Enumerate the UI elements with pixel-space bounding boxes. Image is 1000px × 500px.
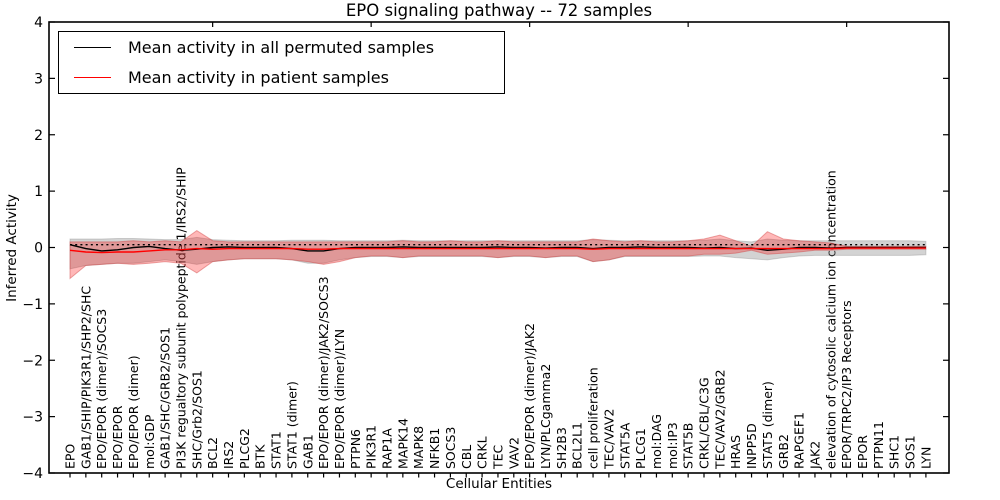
y-axis-label: Inferred Activity bbox=[4, 194, 20, 302]
svg-text:mol:IP3: mol:IP3 bbox=[665, 422, 680, 469]
svg-text:−1: −1 bbox=[22, 297, 43, 313]
svg-text:GAB1/SHC/GRB2/SOS1: GAB1/SHC/GRB2/SOS1 bbox=[158, 327, 173, 469]
svg-text:NFKB1: NFKB1 bbox=[427, 428, 442, 469]
svg-text:STAT5 (dimer): STAT5 (dimer) bbox=[760, 381, 775, 469]
svg-text:STAT5A: STAT5A bbox=[617, 422, 632, 469]
svg-text:LYN: LYN bbox=[918, 447, 933, 469]
svg-text:EPO/EPOR (dimer)/SOCS3: EPO/EPOR (dimer)/SOCS3 bbox=[94, 309, 109, 469]
svg-text:EPO/EPOR (dimer)/LYN: EPO/EPOR (dimer)/LYN bbox=[332, 329, 347, 469]
svg-text:mol:GDP: mol:GDP bbox=[142, 414, 157, 469]
svg-text:RAP1A: RAP1A bbox=[380, 428, 395, 469]
svg-text:TEC: TEC bbox=[490, 444, 505, 470]
svg-text:SHC/Grb2/SOS1: SHC/Grb2/SOS1 bbox=[189, 370, 204, 469]
svg-text:mol:DAG: mol:DAG bbox=[649, 414, 664, 469]
svg-text:SHC1: SHC1 bbox=[887, 435, 902, 469]
svg-text:GRB2: GRB2 bbox=[776, 434, 791, 469]
svg-text:GAB1/SHIP/PIK3R1/SHP2/SHC: GAB1/SHIP/PIK3R1/SHP2/SHC bbox=[78, 286, 93, 469]
svg-text:STAT5B: STAT5B bbox=[681, 423, 696, 469]
svg-text:SH2B3: SH2B3 bbox=[554, 427, 569, 469]
plot-border bbox=[48, 21, 950, 474]
svg-text:TEC/VAV2: TEC/VAV2 bbox=[601, 409, 616, 470]
x-axis-label: Cellular Entities bbox=[445, 476, 553, 492]
svg-text:−2: −2 bbox=[22, 353, 43, 369]
svg-text:−3: −3 bbox=[22, 410, 43, 426]
svg-text:IRS2: IRS2 bbox=[221, 441, 236, 469]
svg-text:MAPK8: MAPK8 bbox=[411, 426, 426, 469]
svg-text:BCL2: BCL2 bbox=[205, 437, 220, 469]
legend-line-permuted-icon bbox=[74, 47, 111, 49]
svg-text:JAK2: JAK2 bbox=[807, 441, 822, 470]
svg-text:BCL2L1: BCL2L1 bbox=[570, 422, 585, 469]
patient-mean-line bbox=[69, 247, 926, 254]
svg-text:CRKL: CRKL bbox=[475, 436, 490, 469]
svg-text:LYN/PLCgamma2: LYN/PLCgamma2 bbox=[538, 364, 553, 469]
svg-text:GAB1: GAB1 bbox=[300, 434, 315, 469]
entity-labels: EPO GAB1/SHIP/PIK3R1/SHP2/SHC EPO/EPOR (di… bbox=[63, 167, 934, 470]
svg-text:CBL: CBL bbox=[459, 445, 474, 469]
svg-text:EPO: EPO bbox=[63, 444, 78, 469]
legend-line-patient-icon bbox=[74, 76, 111, 78]
svg-text:1: 1 bbox=[34, 184, 43, 200]
svg-text:CRKL/CBL/C3G: CRKL/CBL/C3G bbox=[697, 377, 712, 469]
y-tick-labels: 4 3 2 1 0 −1 −2 −3 −4 bbox=[22, 15, 43, 482]
svg-text:PTPN11: PTPN11 bbox=[871, 421, 886, 469]
svg-text:RAPGEF1: RAPGEF1 bbox=[792, 412, 807, 469]
svg-text:EPO/EPOR (dimer): EPO/EPOR (dimer) bbox=[126, 355, 141, 469]
svg-text:elevation of cytosolic calcium: elevation of cytosolic calcium ion conce… bbox=[823, 170, 838, 469]
svg-text:EPO/EPOR (dimer)/JAK2: EPO/EPOR (dimer)/JAK2 bbox=[522, 323, 537, 469]
svg-text:SOCS3: SOCS3 bbox=[443, 427, 458, 469]
svg-text:−4: −4 bbox=[22, 466, 43, 482]
svg-text:2: 2 bbox=[34, 128, 43, 144]
legend-item-patient: Mean activity in patient samples bbox=[59, 63, 504, 91]
svg-text:PTPN6: PTPN6 bbox=[348, 429, 363, 469]
legend-item-permuted: Mean activity in all permuted samples bbox=[59, 34, 504, 62]
svg-text:PI3K regualtory subunit polype: PI3K regualtory subunit polypeptide 1/IR… bbox=[173, 167, 188, 469]
svg-text:TEC/VAV2/GRB2: TEC/VAV2/GRB2 bbox=[712, 369, 727, 470]
svg-text:VAV2: VAV2 bbox=[506, 437, 521, 469]
chart-title: EPO signaling pathway -- 72 samples bbox=[345, 1, 653, 20]
svg-text:EPOR: EPOR bbox=[855, 435, 870, 469]
svg-text:0: 0 bbox=[34, 241, 43, 257]
patient-band bbox=[69, 229, 927, 280]
svg-text:EPOR/TRPC2/IP3 Receptors: EPOR/TRPC2/IP3 Receptors bbox=[839, 300, 854, 469]
svg-text:PLCG2: PLCG2 bbox=[237, 428, 252, 469]
svg-text:BTK: BTK bbox=[253, 444, 268, 469]
svg-text:3: 3 bbox=[34, 71, 43, 87]
legend-label-patient: Mean activity in patient samples bbox=[128, 67, 389, 87]
legend-label-permuted: Mean activity in all permuted samples bbox=[128, 38, 435, 58]
svg-text:EPO/EPOR: EPO/EPOR bbox=[110, 405, 125, 469]
svg-text:STAT1 (dimer): STAT1 (dimer) bbox=[284, 381, 299, 469]
svg-text:cell proliferation: cell proliferation bbox=[586, 367, 601, 469]
svg-text:INPP5D: INPP5D bbox=[744, 423, 759, 469]
svg-text:MAPK14: MAPK14 bbox=[395, 418, 410, 469]
svg-text:PLCG1: PLCG1 bbox=[633, 428, 648, 469]
svg-text:PIK3R1: PIK3R1 bbox=[364, 425, 379, 469]
svg-text:STAT1: STAT1 bbox=[269, 431, 284, 469]
svg-text:HRAS: HRAS bbox=[728, 435, 743, 469]
svg-text:4: 4 bbox=[34, 15, 43, 31]
svg-text:EPO/EPOR (dimer)/JAK2/SOCS3: EPO/EPOR (dimer)/JAK2/SOCS3 bbox=[316, 276, 331, 469]
legend: Mean activity in all permuted samples Me… bbox=[58, 31, 505, 94]
svg-text:SOS1: SOS1 bbox=[903, 435, 918, 469]
